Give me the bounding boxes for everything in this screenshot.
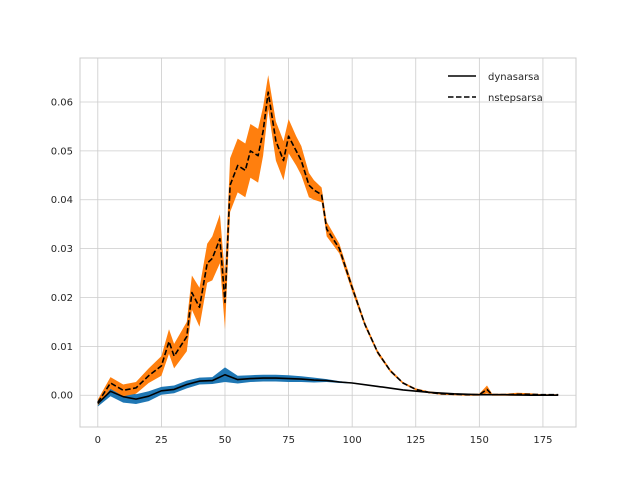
y-tick-label: 0.05 (51, 146, 73, 157)
x-tick-label: 0 (95, 435, 101, 446)
x-tick-label: 175 (533, 435, 552, 446)
y-tick-label: 0.03 (51, 244, 73, 255)
y-tick-label: 0.01 (51, 342, 73, 353)
x-tick-label: 100 (343, 435, 362, 446)
y-tick-label: 0.06 (51, 97, 73, 108)
confidence-bands (97, 75, 559, 407)
dynasarsa-band (97, 367, 559, 407)
x-tick-label: 50 (219, 435, 232, 446)
y-tick-label: 0.00 (51, 391, 73, 402)
series-lines (97, 91, 559, 405)
x-tick-label: 75 (282, 435, 295, 446)
grid (80, 58, 576, 427)
tick-labels: 0 25 50 75 100 125 150 175 0.00 0.01 0.02 0.03 0.04 0… (51, 97, 553, 446)
legend-label-dynasarsa: dynasarsa (488, 72, 540, 83)
x-tick-label: 125 (406, 435, 425, 446)
x-tick-label: 150 (470, 435, 489, 446)
legend: dynasarsa nstepsarsa (448, 72, 543, 104)
x-tick-label: 25 (155, 435, 168, 446)
y-tick-label: 0.02 (51, 293, 73, 304)
y-tick-label: 0.04 (51, 195, 73, 206)
legend-label-nstepsarsa: nstepsarsa (488, 93, 543, 104)
nstepsarsa-line (97, 91, 559, 404)
plot-frame (79, 57, 577, 428)
